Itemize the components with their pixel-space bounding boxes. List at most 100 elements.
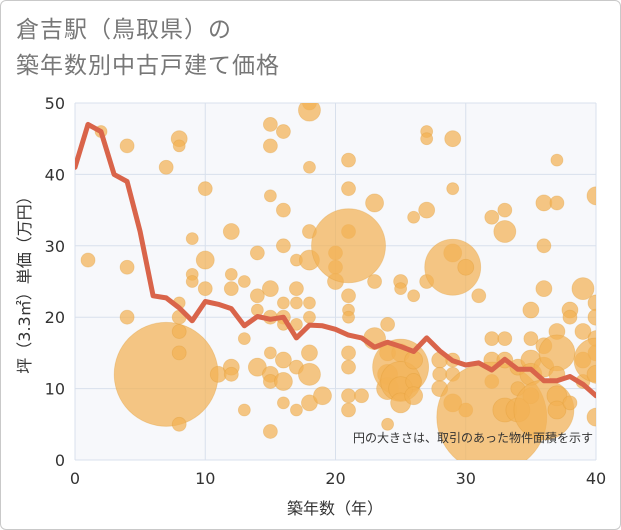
bubble-point bbox=[119, 309, 135, 325]
bubble-point bbox=[275, 202, 291, 218]
bubble-point bbox=[290, 296, 303, 310]
bubble-point bbox=[394, 282, 408, 296]
bubble-point bbox=[523, 331, 539, 347]
bubble-point bbox=[171, 416, 187, 432]
bubble-point bbox=[247, 357, 267, 377]
bubble-point bbox=[273, 372, 293, 391]
bubble-point bbox=[365, 193, 384, 213]
y-axis-label: 坪（3.3㎡）単価（万円） bbox=[15, 188, 34, 373]
bubble-point bbox=[341, 152, 356, 168]
bubble-point bbox=[113, 321, 219, 427]
bubble-point bbox=[222, 223, 240, 240]
bubble-point bbox=[237, 332, 251, 346]
bubble-point bbox=[275, 238, 291, 254]
bubble-point bbox=[172, 139, 186, 153]
bubble-point bbox=[276, 396, 290, 410]
bubble-point bbox=[432, 366, 448, 382]
bubble-point bbox=[342, 310, 355, 324]
bubble-point bbox=[224, 267, 238, 281]
y-tick-label: 10 bbox=[45, 380, 65, 399]
bubble-point bbox=[424, 238, 482, 296]
bubble-point bbox=[249, 288, 265, 304]
bubble-point bbox=[171, 345, 187, 361]
x-tick-label: 10 bbox=[195, 469, 215, 488]
bubble-point bbox=[298, 103, 321, 122]
bubble-point bbox=[535, 280, 553, 298]
bubble-point bbox=[262, 117, 278, 132]
bubble-point bbox=[550, 153, 564, 167]
bubble-point bbox=[263, 346, 277, 360]
bubble-point bbox=[407, 289, 421, 303]
size-note: 円の大きさは、取引のあった物件面積を示す bbox=[353, 430, 593, 445]
bubble-point bbox=[274, 351, 292, 369]
bubble-point bbox=[380, 316, 396, 332]
bubble-point bbox=[341, 388, 356, 404]
bubble-point bbox=[119, 259, 135, 275]
bubble-point bbox=[290, 403, 303, 417]
tick-labels: 0 10 20 30 40 0 10 20 30 40 50 bbox=[45, 94, 607, 488]
bubble-point bbox=[303, 160, 316, 174]
bubble-point bbox=[354, 388, 369, 404]
bubble-point bbox=[262, 138, 278, 154]
bubble-point bbox=[276, 296, 290, 310]
bubble-point bbox=[538, 334, 576, 372]
bubble-point bbox=[289, 281, 304, 297]
bubble-point bbox=[587, 308, 596, 326]
y-tick-label: 0 bbox=[55, 451, 65, 470]
bubble-point bbox=[367, 274, 382, 289]
bubble-point bbox=[574, 323, 592, 340]
bubble-point bbox=[303, 296, 316, 310]
bubble-point bbox=[197, 281, 213, 297]
bubble-point bbox=[522, 301, 540, 319]
bubble-point bbox=[547, 400, 567, 420]
bubble-point bbox=[444, 130, 462, 148]
bubble-point bbox=[587, 294, 596, 312]
bubble-point bbox=[263, 189, 277, 203]
bubble-point bbox=[586, 407, 596, 427]
bubble-point bbox=[549, 195, 565, 211]
bubble-point bbox=[562, 395, 578, 411]
trend-layer bbox=[75, 121, 596, 399]
x-tick-label: 20 bbox=[325, 469, 345, 488]
x-tick-label: 0 bbox=[70, 469, 80, 488]
bubble-point bbox=[80, 252, 96, 268]
bubble-point bbox=[341, 288, 356, 304]
bubble-point bbox=[407, 210, 421, 224]
x-tick-label: 40 bbox=[586, 469, 606, 488]
bubble-point bbox=[341, 359, 356, 375]
bubble-point bbox=[341, 345, 356, 361]
bubble-point bbox=[237, 403, 251, 417]
bubble-point bbox=[223, 366, 239, 382]
bubble-point bbox=[418, 201, 436, 219]
bubble-point bbox=[171, 324, 187, 339]
chart-title-line1: 倉吉駅（鳥取県）の bbox=[16, 17, 232, 43]
y-tick-label: 30 bbox=[45, 237, 65, 256]
bubble-point bbox=[311, 208, 386, 284]
y-tick-label: 50 bbox=[45, 94, 65, 113]
bubble-point bbox=[562, 309, 578, 325]
bubble-point bbox=[185, 275, 199, 288]
bubble-point bbox=[484, 209, 500, 225]
bubble-point bbox=[298, 362, 321, 386]
x-tick-label: 30 bbox=[456, 469, 476, 488]
bubble-point bbox=[275, 124, 291, 139]
bubble-point bbox=[586, 186, 596, 206]
x-axis-label: 築年数（年） bbox=[287, 499, 383, 518]
bubble-point bbox=[571, 277, 595, 301]
bubble-point bbox=[197, 181, 213, 197]
bubble-point bbox=[249, 245, 265, 261]
bubble-point bbox=[446, 182, 460, 196]
bubble-point bbox=[497, 331, 513, 347]
chart-title-line2: 築年数別中古戸建て価格 bbox=[16, 53, 280, 79]
bubble-point bbox=[341, 181, 356, 197]
bubble-point bbox=[341, 402, 356, 418]
bubble-point bbox=[497, 202, 513, 218]
bubble-point bbox=[471, 288, 487, 304]
bubble-point bbox=[261, 280, 279, 298]
bubble-point bbox=[195, 250, 215, 270]
bubble-point bbox=[237, 275, 251, 288]
chart-title: 倉吉駅（鳥取県）の 築年数別中古戸建て価格 bbox=[16, 12, 280, 84]
bubble-point bbox=[536, 238, 552, 254]
bubble-point bbox=[185, 232, 199, 246]
